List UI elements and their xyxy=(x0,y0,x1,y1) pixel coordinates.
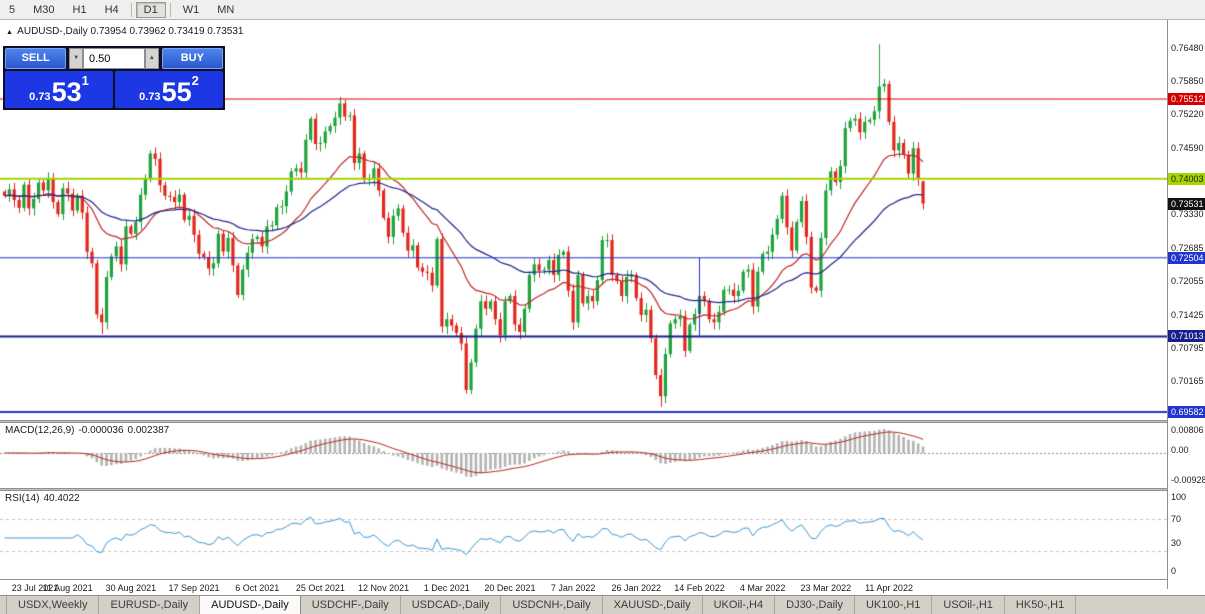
price-tick: 0.72055 xyxy=(1171,276,1204,287)
trade-controls-row: SELL ▼ ▲ BUY xyxy=(5,48,223,69)
date-label: 17 Sep 2021 xyxy=(168,583,220,593)
one-click-trading-widget: SELL ▼ ▲ BUY 0.73 53 1 0.73 55 2 xyxy=(3,46,225,110)
bid-price-pips: 53 xyxy=(51,77,82,107)
date-label: 4 Mar 2022 xyxy=(739,583,786,593)
up-triangle-icon: ▲ xyxy=(6,29,13,36)
rsi-indicator-label: RSI(14) 40.4022 xyxy=(5,493,84,504)
price-tick: 0.73330 xyxy=(1171,209,1204,220)
timeframe-button-5[interactable]: 5 xyxy=(9,3,16,16)
price-level-chip: 0.72504 xyxy=(1168,251,1205,264)
rsi-axis-0: 0 xyxy=(1171,566,1177,576)
ask-price-base: 0.73 xyxy=(139,91,161,103)
date-label: 25 Oct 2021 xyxy=(295,583,345,593)
macd-signal-value: 0.002387 xyxy=(127,425,170,436)
tab-dj30-daily[interactable]: DJ30-,Daily xyxy=(775,596,855,614)
ask-price-panel[interactable]: 0.73 55 2 xyxy=(115,71,223,108)
macd-axis-bottom: -0.00928 xyxy=(1171,475,1205,485)
tab-usdcad-daily[interactable]: USDCAD-,Daily xyxy=(401,596,502,614)
rsi-value: 40.4022 xyxy=(43,493,80,504)
price-tick: 0.76480 xyxy=(1171,42,1204,53)
timeframe-toolbar: 5 M30 H1 H4 D1 W1 MN xyxy=(0,0,1205,20)
rsi-name: RSI(14) xyxy=(5,493,40,504)
tab-xauusd-daily[interactable]: XAUUSD-,Daily xyxy=(603,596,703,614)
date-label: 26 Jan 2022 xyxy=(611,583,662,593)
macd-name: MACD(12,26,9) xyxy=(5,425,75,436)
chart-tabbar: USDX,Weekly EURUSD-,Daily AUDUSD-,Daily USD… xyxy=(0,595,1205,614)
price-axis: 0.00806 0.00 -0.00928 100 70 30 0 0.7648… xyxy=(1167,20,1205,589)
date-label: 11 Aug 2021 xyxy=(42,583,93,593)
date-label: 23 Jul 2021 xyxy=(11,583,59,593)
volume-increase-button[interactable]: ▲ xyxy=(145,48,159,69)
date-label: 12 Nov 2021 xyxy=(358,583,410,593)
macd-panel-canvas[interactable] xyxy=(0,423,1167,488)
macd-axis-zero: 0.00 xyxy=(1171,445,1189,455)
timeframe-button-mn[interactable]: MN xyxy=(217,3,235,16)
tab-hk50-h1[interactable]: HK50-,H1 xyxy=(1005,596,1077,614)
price-tick: 0.75850 xyxy=(1171,76,1204,87)
volume-input[interactable] xyxy=(83,48,145,69)
macd-indicator-label: MACD(12,26,9) -0.000036 0.002387 xyxy=(5,425,173,436)
date-label: 30 Aug 2021 xyxy=(105,583,157,593)
rsi-panel-canvas[interactable] xyxy=(0,491,1167,579)
bid-price-point: 1 xyxy=(81,73,89,88)
price-level-chip: 0.75512 xyxy=(1168,93,1205,106)
timeframe-button-m30[interactable]: M30 xyxy=(33,3,55,16)
date-label: 7 Jan 2022 xyxy=(550,583,596,593)
rsi-axis-70: 70 xyxy=(1171,514,1182,524)
price-level-chip: 0.69582 xyxy=(1168,405,1205,418)
buy-button[interactable]: BUY xyxy=(161,48,223,69)
panel-splitter[interactable] xyxy=(0,420,1167,423)
date-label: 20 Dec 2021 xyxy=(484,583,536,593)
ask-price-point: 2 xyxy=(191,73,199,88)
price-tick: 0.71425 xyxy=(1171,309,1204,320)
price-level-chip: 0.73531 xyxy=(1168,197,1205,210)
ohlc-values: 0.73954 0.73962 0.73419 0.73531 xyxy=(90,26,244,37)
ask-price-pips: 55 xyxy=(161,77,192,107)
date-label: 1 Dec 2021 xyxy=(423,583,470,593)
date-label: 14 Feb 2022 xyxy=(674,583,725,593)
rsi-axis-30: 30 xyxy=(1171,538,1182,548)
macd-main-value: -0.000036 xyxy=(78,425,124,436)
toolbar-separator xyxy=(130,2,132,17)
date-label: 11 Apr 2022 xyxy=(865,583,913,593)
price-tick: 0.70165 xyxy=(1171,376,1204,387)
sell-button[interactable]: SELL xyxy=(5,48,67,69)
price-panels-row: 0.73 53 1 0.73 55 2 xyxy=(5,71,223,108)
rsi-axis-100: 100 xyxy=(1171,492,1187,502)
tab-usdchf-daily[interactable]: USDCHF-,Daily xyxy=(301,596,401,614)
price-tick: 0.72685 xyxy=(1171,243,1204,254)
timeframe-button-h1[interactable]: H1 xyxy=(72,3,87,16)
timeframe-button-w1[interactable]: W1 xyxy=(182,3,200,16)
bid-price-panel[interactable]: 0.73 53 1 xyxy=(5,71,113,108)
tab-eurusd-daily[interactable]: EURUSD-,Daily xyxy=(99,596,201,614)
toolbar-separator xyxy=(169,2,171,17)
panel-splitter[interactable] xyxy=(0,488,1167,491)
macd-axis-top: 0.00806 xyxy=(1171,425,1204,435)
price-tick: 0.75220 xyxy=(1171,109,1204,120)
tab-ukoil-h4[interactable]: UKOil-,H4 xyxy=(703,596,776,614)
price-level-chip: 0.74003 xyxy=(1168,172,1205,185)
date-label: 23 Mar 2022 xyxy=(800,583,852,593)
timeframe-button-h4[interactable]: H4 xyxy=(104,3,119,16)
tab-audusd-daily[interactable]: AUDUSD-,Daily xyxy=(200,596,301,614)
tab-usdx-weekly[interactable]: USDX,Weekly xyxy=(6,596,100,614)
price-level-chip: 0.71013 xyxy=(1168,330,1205,343)
date-axis: 23 Jul 2021 11 Aug 2021 30 Aug 2021 17 Sep … xyxy=(0,579,1167,595)
bid-price-base: 0.73 xyxy=(29,91,51,103)
volume-decrease-button[interactable]: ▼ xyxy=(69,48,83,69)
quote-header: ▲ AUDUSD-,Daily 0.73954 0.73962 0.73419 … xyxy=(6,26,243,37)
price-tick: 0.70795 xyxy=(1171,342,1204,353)
tab-usdcnh-daily[interactable]: USDCNH-,Daily xyxy=(501,596,603,614)
tab-uk100-h1[interactable]: UK100-,H1 xyxy=(855,596,933,614)
symbol-label: AUDUSD-,Daily xyxy=(17,26,88,37)
tab-usoil-h1[interactable]: USOil-,H1 xyxy=(932,596,1005,614)
price-tick: 0.74590 xyxy=(1171,142,1204,153)
timeframe-button-d1[interactable]: D1 xyxy=(135,1,166,18)
date-label: 6 Oct 2021 xyxy=(235,583,280,593)
